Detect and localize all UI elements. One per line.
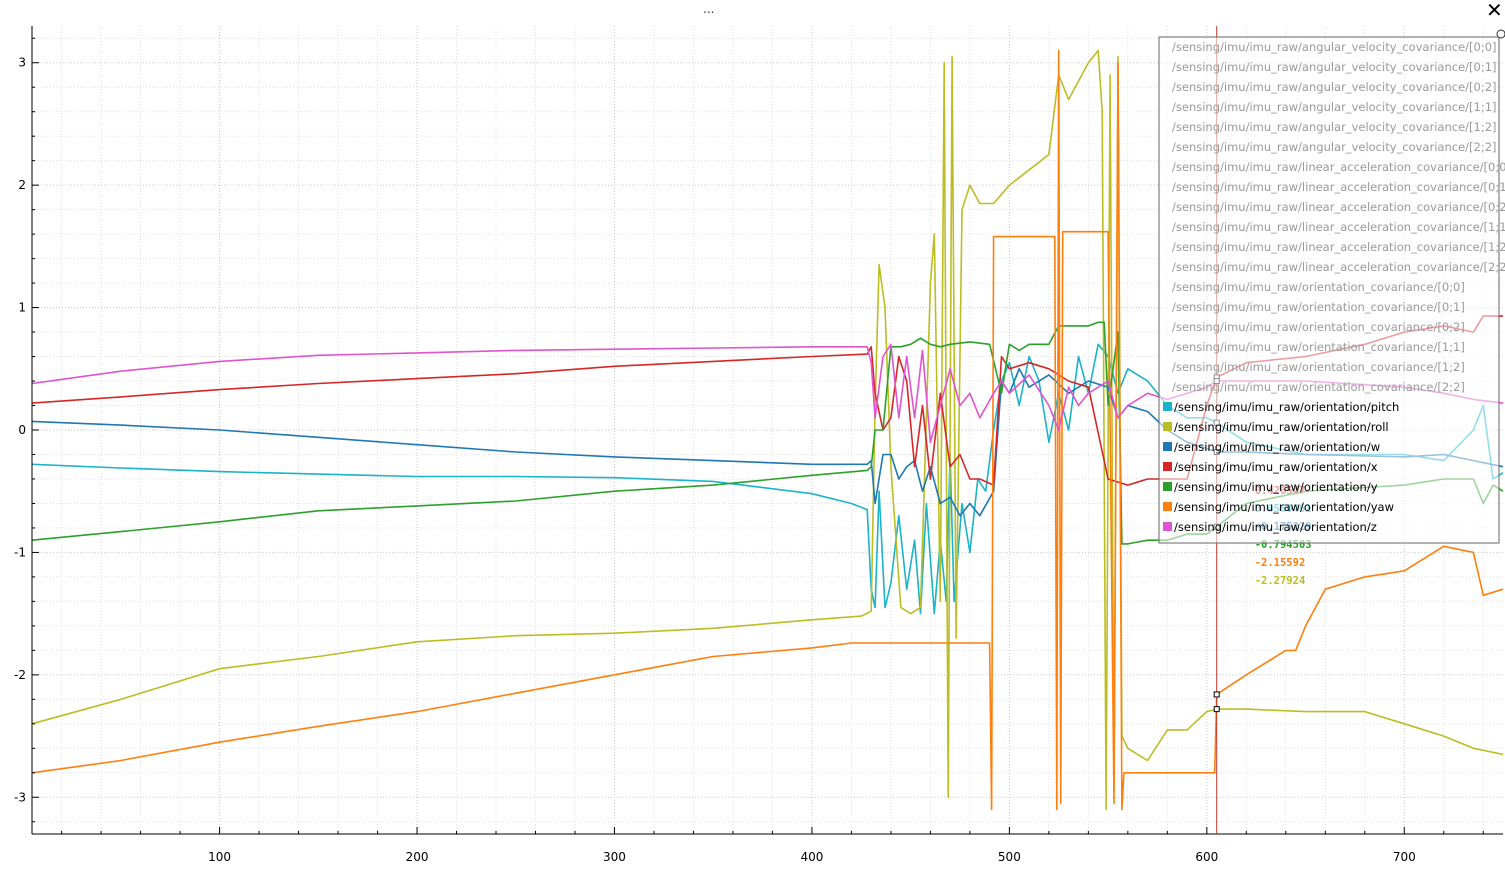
window-menu-button[interactable]: ...: [703, 2, 715, 16]
y-tick-label: -2: [14, 668, 26, 682]
tracker-marker: [1213, 706, 1220, 713]
legend-swatch-icon: [1163, 442, 1172, 451]
grid: [32, 26, 1503, 834]
y-tick-label: 3: [18, 56, 26, 70]
close-icon[interactable]: ✕: [1486, 0, 1503, 22]
series-line-roll: [31, 49, 1504, 811]
legend-swatch-icon: [1163, 422, 1172, 431]
x-tick-label: 500: [998, 850, 1021, 864]
series-line-yaw: [31, 49, 1504, 811]
legend-swatch-icon: [1163, 502, 1172, 511]
legend-swatch-icon: [1163, 402, 1172, 411]
legend-item-inactive[interactable]: /sensing/imu/imu_raw/linear_acceleration…: [1172, 240, 1505, 254]
legend-item-inactive[interactable]: /sensing/imu/imu_raw/orientation_covaria…: [1172, 380, 1465, 394]
legend-item[interactable]: /sensing/imu/imu_raw/orientation/z: [1174, 520, 1377, 534]
legend-item-inactive[interactable]: /sensing/imu/imu_raw/linear_acceleration…: [1172, 160, 1505, 174]
x-tick-label: 100: [208, 850, 231, 864]
legend-item-inactive[interactable]: /sensing/imu/imu_raw/linear_acceleration…: [1172, 200, 1505, 214]
legend-item-inactive[interactable]: /sensing/imu/imu_raw/linear_acceleration…: [1172, 180, 1505, 194]
tracker-value: -2.27924: [1255, 575, 1306, 587]
y-tick-label: 2: [18, 178, 26, 192]
legend-item-inactive[interactable]: /sensing/imu/imu_raw/linear_acceleration…: [1172, 220, 1505, 234]
legend-box: [1158, 36, 1500, 544]
legend[interactable]: /sensing/imu/imu_raw/angular_velocity_co…: [1158, 29, 1505, 544]
legend-item-inactive[interactable]: /sensing/imu/imu_raw/orientation_covaria…: [1172, 360, 1465, 374]
legend-item-inactive[interactable]: /sensing/imu/imu_raw/orientation_covaria…: [1172, 300, 1465, 314]
legend-item-inactive[interactable]: /sensing/imu/imu_raw/angular_velocity_co…: [1172, 40, 1497, 54]
y-tick-label: -1: [14, 545, 26, 559]
y-tick-label: 0: [18, 423, 26, 437]
legend-item[interactable]: /sensing/imu/imu_raw/orientation/roll: [1174, 420, 1389, 434]
legend-swatch-icon: [1163, 522, 1172, 531]
tracker-marker: [1213, 691, 1220, 698]
axes: -3 -2 -1 0 1 2 3 100 200 300 400 500 600 700: [14, 26, 1503, 864]
x-tick-label: 300: [603, 850, 626, 864]
x-tick-label: 600: [1195, 850, 1218, 864]
legend-swatch-icon: [1163, 462, 1172, 471]
x-tick-label: 400: [800, 850, 823, 864]
y-tick-label: -3: [14, 790, 26, 804]
x-tick-label: 200: [406, 850, 429, 864]
legend-item-inactive[interactable]: /sensing/imu/imu_raw/linear_acceleration…: [1172, 260, 1505, 274]
y-tick-label: 1: [18, 301, 26, 315]
legend-item-inactive[interactable]: /sensing/imu/imu_raw/angular_velocity_co…: [1172, 140, 1497, 154]
legend-item[interactable]: /sensing/imu/imu_raw/orientation/y: [1174, 480, 1378, 494]
legend-item[interactable]: /sensing/imu/imu_raw/orientation/w: [1174, 440, 1380, 454]
legend-item[interactable]: /sensing/imu/imu_raw/orientation/pitch: [1174, 400, 1399, 414]
legend-item[interactable]: /sensing/imu/imu_raw/orientation/yaw: [1174, 500, 1394, 514]
legend-item-inactive[interactable]: /sensing/imu/imu_raw/orientation_covaria…: [1172, 340, 1465, 354]
legend-item-inactive[interactable]: /sensing/imu/imu_raw/angular_velocity_co…: [1172, 100, 1497, 114]
legend-item-inactive[interactable]: /sensing/imu/imu_raw/angular_velocity_co…: [1172, 60, 1497, 74]
legend-handle-icon[interactable]: [1496, 29, 1505, 39]
window-top-bar: ... ✕: [0, 0, 1505, 26]
x-tick-label: 700: [1393, 850, 1416, 864]
legend-item[interactable]: /sensing/imu/imu_raw/orientation/x: [1174, 460, 1378, 474]
tracker-value: -2.15592: [1255, 557, 1306, 569]
legend-item-inactive[interactable]: /sensing/imu/imu_raw/orientation_covaria…: [1172, 320, 1465, 334]
legend-swatch-icon: [1163, 482, 1172, 491]
legend-item-inactive[interactable]: /sensing/imu/imu_raw/orientation_covaria…: [1172, 280, 1465, 294]
legend-item-inactive[interactable]: /sensing/imu/imu_raw/angular_velocity_co…: [1172, 80, 1497, 94]
legend-item-inactive[interactable]: /sensing/imu/imu_raw/angular_velocity_co…: [1172, 120, 1497, 134]
